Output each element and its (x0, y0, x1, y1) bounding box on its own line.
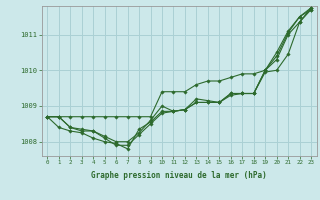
X-axis label: Graphe pression niveau de la mer (hPa): Graphe pression niveau de la mer (hPa) (91, 171, 267, 180)
